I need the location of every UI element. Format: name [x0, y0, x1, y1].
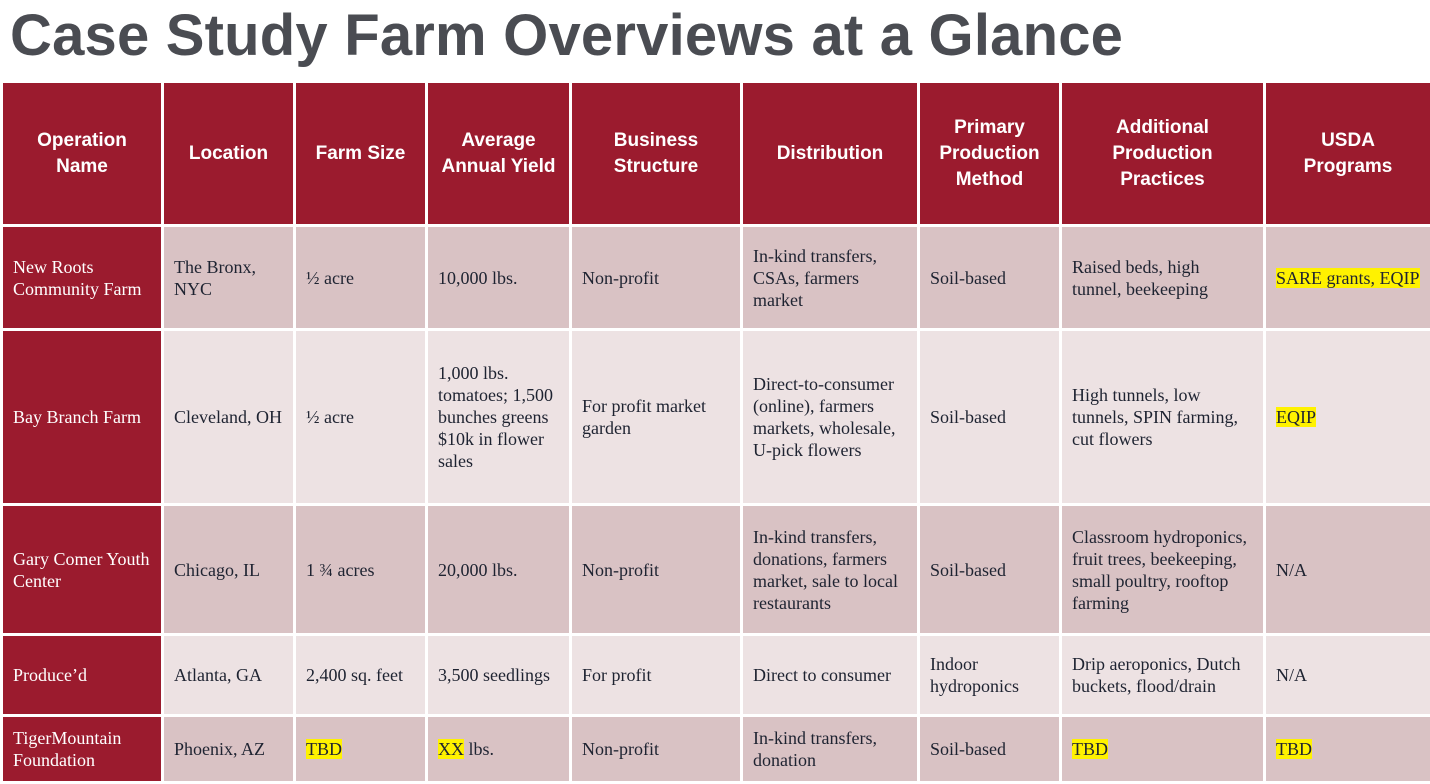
header-distribution: Distribution — [742, 82, 919, 226]
cell-farm-size: TBD — [295, 716, 427, 783]
table-header-row: Operation Name Location Farm Size Averag… — [2, 82, 1430, 226]
cell-practices: Classroom hydroponics, fruit trees, beek… — [1061, 505, 1265, 635]
cell-practices: High tunnels, low tunnels, SPIN farming,… — [1061, 330, 1265, 505]
header-location: Location — [163, 82, 295, 226]
farm-overview-table: Operation Name Location Farm Size Averag… — [0, 80, 1430, 784]
highlighted-text: SARE grants, EQIP — [1276, 268, 1420, 288]
header-primary-production-method: Primary Production Method — [919, 82, 1061, 226]
highlighted-text: TBD — [1072, 739, 1108, 759]
cell-usda-programs: SARE grants, EQIP — [1265, 226, 1430, 330]
cell-distribution: Direct-to-consumer (online), farmers mar… — [742, 330, 919, 505]
cell-production-method: Soil-based — [919, 505, 1061, 635]
cell-operation-name: Produce’d — [2, 635, 163, 716]
cell-yield: XX lbs. — [427, 716, 571, 783]
cell-operation-name: Gary Comer Youth Center — [2, 505, 163, 635]
cell-usda-programs: TBD — [1265, 716, 1430, 783]
table-row: New Roots Community Farm The Bronx, NYC … — [2, 226, 1430, 330]
cell-production-method: Soil-based — [919, 330, 1061, 505]
cell-location: The Bronx, NYC — [163, 226, 295, 330]
header-business-structure: Business Structure — [571, 82, 742, 226]
cell-distribution: In-kind transfers, donation — [742, 716, 919, 783]
table-row: Bay Branch Farm Cleveland, OH ½ acre 1,0… — [2, 330, 1430, 505]
cell-operation-name: Bay Branch Farm — [2, 330, 163, 505]
cell-yield: 1,000 lbs. tomatoes; 1,500 bunches green… — [427, 330, 571, 505]
cell-business-structure: Non-profit — [571, 226, 742, 330]
cell-farm-size: ½ acre — [295, 330, 427, 505]
cell-practices: TBD — [1061, 716, 1265, 783]
page-title: Case Study Farm Overviews at a Glance — [10, 0, 1123, 72]
highlighted-text: TBD — [306, 739, 342, 759]
cell-operation-name: TigerMountain Foundation — [2, 716, 163, 783]
cell-usda-programs: N/A — [1265, 635, 1430, 716]
header-operation-name: Operation Name — [2, 82, 163, 226]
cell-business-structure: Non-profit — [571, 505, 742, 635]
table-row: Gary Comer Youth Center Chicago, IL 1 ¾ … — [2, 505, 1430, 635]
cell-business-structure: For profit — [571, 635, 742, 716]
header-additional-production-practices: Additional Production Practices — [1061, 82, 1265, 226]
highlighted-text: EQIP — [1276, 407, 1316, 427]
cell-location: Cleveland, OH — [163, 330, 295, 505]
cell-operation-name: New Roots Community Farm — [2, 226, 163, 330]
cell-yield: 3,500 seedlings — [427, 635, 571, 716]
cell-location: Chicago, IL — [163, 505, 295, 635]
highlighted-text: TBD — [1276, 739, 1312, 759]
table-row: Produce’d Atlanta, GA 2,400 sq. feet 3,5… — [2, 635, 1430, 716]
cell-yield: 10,000 lbs. — [427, 226, 571, 330]
cell-farm-size: 2,400 sq. feet — [295, 635, 427, 716]
cell-yield: 20,000 lbs. — [427, 505, 571, 635]
cell-farm-size: 1 ¾ acres — [295, 505, 427, 635]
cell-location: Phoenix, AZ — [163, 716, 295, 783]
cell-practices: Raised beds, high tunnel, beekeeping — [1061, 226, 1265, 330]
header-farm-size: Farm Size — [295, 82, 427, 226]
cell-distribution: In-kind transfers, CSAs, farmers market — [742, 226, 919, 330]
cell-usda-programs: N/A — [1265, 505, 1430, 635]
cell-production-method: Soil-based — [919, 226, 1061, 330]
cell-business-structure: Non-profit — [571, 716, 742, 783]
cell-farm-size: ½ acre — [295, 226, 427, 330]
cell-practices: Drip aeroponics, Dutch buckets, flood/dr… — [1061, 635, 1265, 716]
yield-unit: lbs. — [464, 739, 494, 759]
table-row: TigerMountain Foundation Phoenix, AZ TBD… — [2, 716, 1430, 783]
cell-production-method: Indoor hydroponics — [919, 635, 1061, 716]
cell-business-structure: For profit market garden — [571, 330, 742, 505]
cell-usda-programs: EQIP — [1265, 330, 1430, 505]
cell-location: Atlanta, GA — [163, 635, 295, 716]
header-usda-programs: USDA Programs — [1265, 82, 1430, 226]
header-average-annual-yield: Average Annual Yield — [427, 82, 571, 226]
cell-distribution: Direct to consumer — [742, 635, 919, 716]
cell-distribution: In-kind transfers, donations, farmers ma… — [742, 505, 919, 635]
highlighted-text: XX — [438, 739, 464, 759]
cell-production-method: Soil-based — [919, 716, 1061, 783]
